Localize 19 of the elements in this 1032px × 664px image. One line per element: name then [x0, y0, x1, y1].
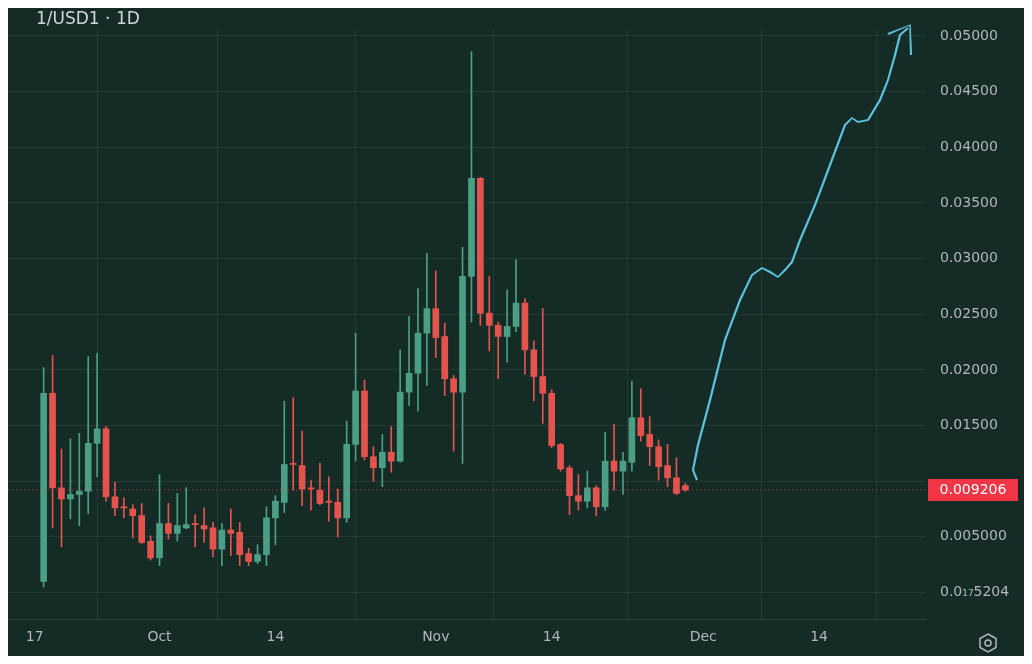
y-tick-label: 0.02000	[940, 360, 998, 377]
x-tick-label: 14	[542, 628, 561, 645]
y-tick-label: 0.05000	[940, 26, 998, 43]
y-tick-label: 0.03000	[940, 249, 998, 266]
y-tick-label: 0.03500	[940, 193, 998, 210]
x-tick-label: Dec	[689, 628, 717, 645]
y-tick-label: 0.005000	[940, 527, 1007, 544]
chart-title: 1/USD1 · 1D	[36, 8, 140, 28]
y-tick-label: 0.04500	[940, 82, 998, 99]
ref-line-label: 0.009206	[939, 480, 1007, 497]
y-tick-label: 0.01500	[940, 416, 998, 433]
y-tick-label: 0.0₁₇5204	[940, 583, 1010, 600]
x-tick-label: 14	[266, 628, 285, 645]
y-tick-label: 0.04000	[940, 137, 998, 154]
x-tick-label: 17	[25, 628, 44, 645]
x-tick-label: Nov	[422, 628, 450, 645]
x-tick-label: 14	[810, 628, 829, 645]
x-tick-label: Oct	[147, 628, 173, 645]
y-tick-label: 0.02500	[940, 304, 998, 321]
